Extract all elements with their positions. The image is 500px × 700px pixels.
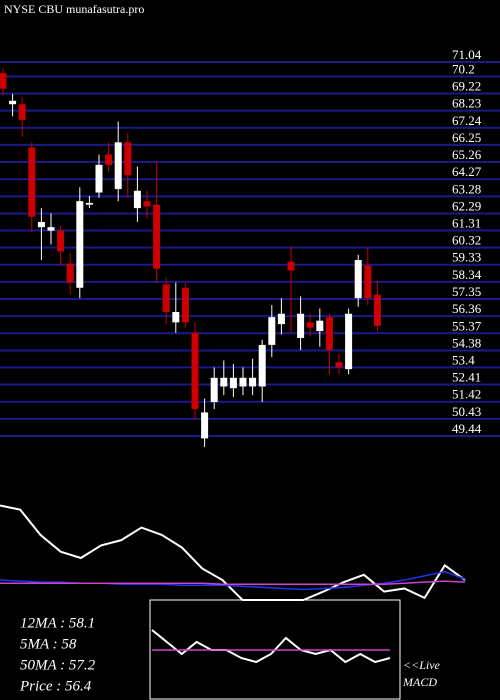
stat-label: 50MA : 57.2: [20, 657, 96, 673]
y-tick-label: 52.41: [452, 370, 481, 385]
y-tick-label: 49.44: [452, 421, 482, 436]
candle-body: [124, 142, 132, 176]
y-tick-label: 64.27: [452, 164, 482, 179]
candle-body: [47, 227, 55, 231]
candle-body: [239, 377, 247, 387]
candle-body: [76, 201, 84, 288]
y-tick-label: 58.34: [452, 267, 482, 282]
candle-body: [277, 313, 285, 325]
candle-body: [364, 265, 372, 299]
y-tick-label: 51.42: [452, 387, 481, 402]
y-tick-label: 63.28: [452, 181, 481, 196]
candle-body: [220, 377, 228, 387]
y-tick-label: 67.24: [452, 113, 482, 128]
y-tick-label: 71.04: [452, 47, 482, 62]
candle-body: [0, 73, 7, 89]
stat-label: Price : 56.4: [19, 678, 92, 694]
indicator-line: [0, 580, 466, 585]
candle-body: [201, 412, 209, 439]
y-tick-label: 61.31: [452, 215, 481, 230]
chart-title: NYSE CBU munafasutra.pro: [4, 2, 144, 16]
indicator-line: [0, 504, 466, 601]
y-tick-label: 65.26: [452, 147, 482, 162]
macd-label: MACD: [402, 675, 437, 689]
y-tick-label: 54.38: [452, 335, 481, 350]
live-label: <<Live: [403, 658, 441, 672]
y-tick-label: 50.43: [452, 404, 481, 419]
candle-body: [18, 104, 26, 120]
y-tick-label: 66.25: [452, 130, 481, 145]
candle-body: [373, 294, 381, 326]
candle-body: [114, 142, 122, 190]
stat-label: 12MA : 58.1: [20, 615, 95, 631]
candle-body: [354, 260, 362, 299]
candle-body: [172, 312, 180, 323]
candle-body: [95, 164, 103, 193]
candle-body: [9, 100, 17, 105]
indicator-line: [151, 629, 391, 664]
candle-body: [268, 317, 276, 345]
candle-body: [66, 263, 74, 283]
candle-body: [153, 204, 161, 269]
candle-body: [306, 322, 314, 328]
candle-body: [287, 261, 295, 271]
y-tick-label: 68.23: [452, 96, 481, 111]
candle-body: [143, 201, 151, 207]
indicator-line: [0, 570, 466, 591]
candle-body: [162, 284, 170, 313]
y-tick-label: 53.4: [452, 352, 475, 367]
y-tick-label: 62.29: [452, 198, 481, 213]
y-tick-label: 69.22: [452, 78, 481, 93]
candle-body: [57, 230, 65, 252]
candle-body: [210, 377, 218, 403]
y-tick-label: 60.32: [452, 233, 481, 248]
y-tick-label: 55.37: [452, 318, 482, 333]
candle-body: [316, 320, 324, 332]
candle-body: [28, 147, 36, 217]
candle-body: [335, 362, 343, 368]
candle-body: [297, 313, 305, 338]
candle-body: [345, 313, 353, 370]
candle-body: [258, 344, 266, 387]
candle-body: [133, 190, 141, 209]
y-tick-label: 59.33: [452, 250, 481, 265]
y-tick-label: 57.35: [452, 284, 481, 299]
candle-body: [105, 154, 113, 165]
candle-body: [181, 287, 189, 323]
candle-body: [325, 317, 333, 351]
y-tick-label: 70.2: [452, 62, 475, 77]
candle-body: [229, 377, 237, 389]
candle-body: [191, 332, 199, 409]
candle-body: [249, 377, 257, 387]
candle-body: [85, 202, 93, 205]
stat-label: 5MA : 58: [20, 636, 77, 652]
candle-body: [37, 221, 45, 228]
y-tick-label: 56.36: [452, 301, 482, 316]
